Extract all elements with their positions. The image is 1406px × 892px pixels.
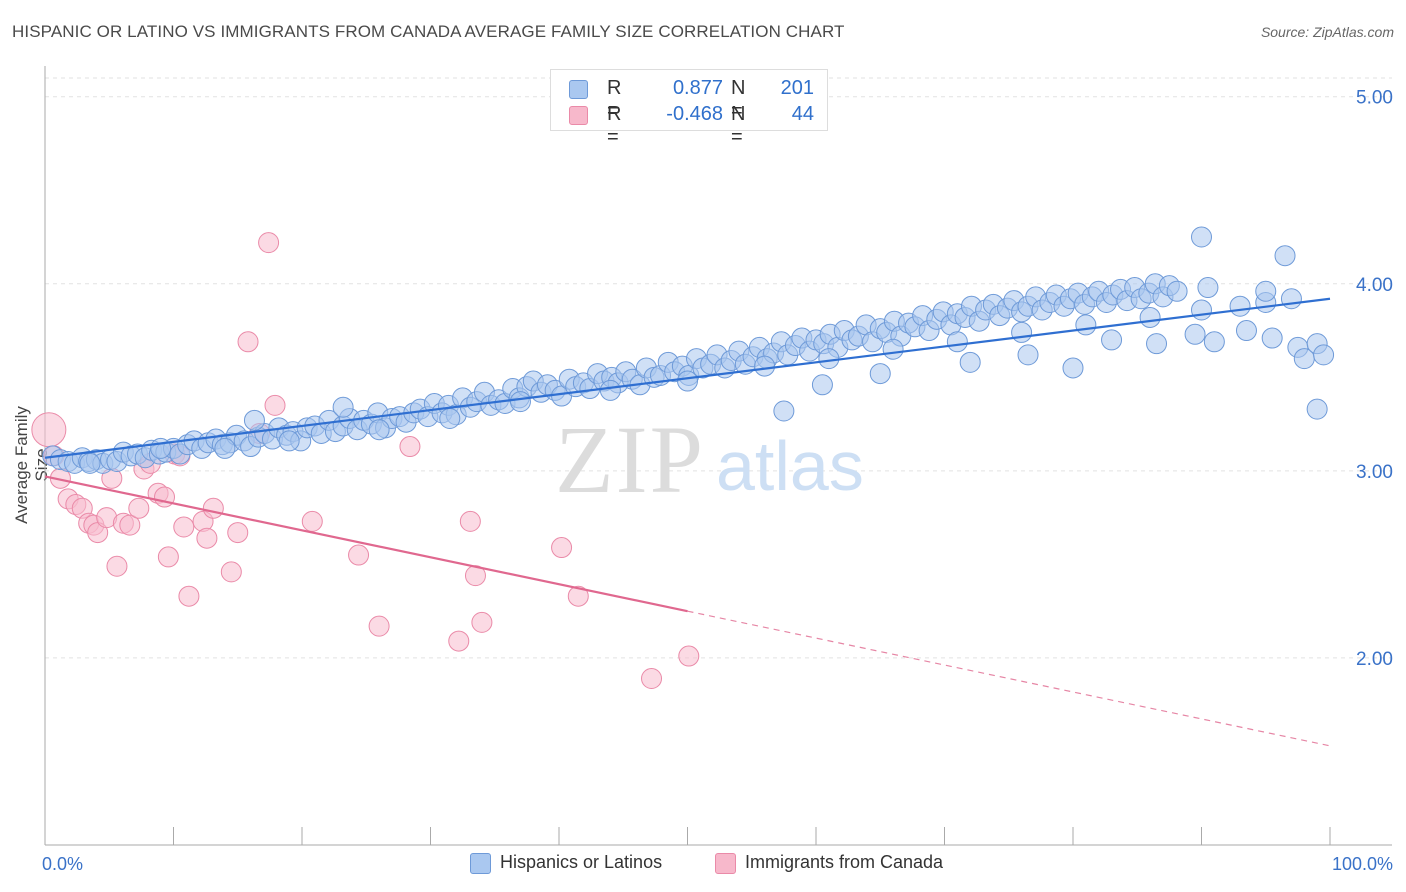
r-value: 0.877 bbox=[672, 77, 723, 99]
n-label: N = bbox=[731, 77, 746, 122]
data-point bbox=[264, 394, 286, 416]
data-point bbox=[882, 338, 904, 360]
data-point bbox=[599, 379, 621, 401]
x-tick-label: 100.0% bbox=[1332, 854, 1393, 874]
correlation-legend: R = 0.877 N = 201 R = -0.468 N = 44 bbox=[550, 69, 828, 148]
y-tick-label: 4.00 bbox=[1356, 275, 1393, 296]
data-point bbox=[196, 527, 218, 549]
data-point bbox=[332, 396, 354, 418]
data-point bbox=[348, 544, 370, 566]
data-point bbox=[641, 668, 663, 690]
data-point bbox=[567, 585, 589, 607]
legend-swatch-blue bbox=[569, 80, 588, 99]
r-value: -0.468 bbox=[666, 103, 723, 125]
data-point bbox=[818, 348, 840, 370]
data-point bbox=[1166, 280, 1188, 302]
data-point bbox=[301, 510, 323, 532]
data-point bbox=[754, 355, 776, 377]
trend-lines bbox=[44, 297, 1331, 747]
data-point bbox=[106, 555, 128, 577]
data-point bbox=[1062, 357, 1084, 379]
data-point bbox=[119, 514, 141, 536]
legend-label: Immigrants from Canada bbox=[745, 852, 944, 872]
data-point bbox=[509, 391, 531, 413]
n-value: 44 bbox=[791, 103, 814, 125]
n-value: 201 bbox=[780, 77, 814, 99]
data-point bbox=[1191, 226, 1212, 248]
data-point bbox=[959, 351, 981, 373]
data-point bbox=[1075, 314, 1097, 336]
data-point bbox=[869, 363, 891, 385]
legend-swatch-pink bbox=[715, 853, 736, 874]
r-label: R = bbox=[607, 103, 622, 148]
data-point bbox=[1191, 299, 1212, 321]
data-point bbox=[773, 400, 795, 422]
watermark: ZIP atlas bbox=[555, 406, 864, 513]
data-point bbox=[1274, 245, 1296, 267]
data-point bbox=[368, 419, 390, 441]
data-point bbox=[31, 412, 67, 448]
data-point bbox=[551, 537, 573, 559]
n-label: N = bbox=[731, 103, 746, 148]
trend-line-hispanics bbox=[44, 297, 1331, 459]
data-point bbox=[1235, 320, 1257, 342]
data-point bbox=[448, 630, 470, 652]
data-point bbox=[1280, 288, 1302, 310]
x-tick-label: 0.0% bbox=[42, 854, 83, 874]
data-point bbox=[237, 331, 259, 353]
data-point bbox=[1229, 295, 1251, 317]
data-point bbox=[678, 645, 700, 667]
legend-label: Hispanics or Latinos bbox=[500, 852, 663, 872]
y-tick-label: 5.00 bbox=[1356, 88, 1393, 109]
legend-swatch-pink bbox=[569, 106, 588, 125]
data-point bbox=[79, 452, 101, 474]
data-point bbox=[1261, 327, 1283, 349]
trend-line-canada bbox=[44, 475, 688, 613]
data-point bbox=[1306, 398, 1328, 420]
data-point bbox=[1255, 280, 1277, 302]
y-tick-label: 3.00 bbox=[1356, 462, 1393, 483]
data-point bbox=[202, 497, 224, 519]
data-point bbox=[1139, 306, 1161, 328]
chart-source: Source: ZipAtlas.com bbox=[1260, 24, 1394, 40]
data-point bbox=[214, 437, 236, 459]
tick-labels: 2.00 3.00 4.00 5.00 0.0% 100.0% bbox=[42, 88, 1393, 874]
data-point bbox=[399, 436, 421, 458]
data-point bbox=[811, 374, 833, 396]
data-point bbox=[1203, 331, 1225, 353]
watermark-atlas: atlas bbox=[716, 427, 864, 505]
data-point bbox=[243, 409, 265, 431]
data-point bbox=[946, 331, 968, 353]
data-point bbox=[220, 561, 242, 583]
data-point bbox=[157, 546, 179, 568]
y-tick-label: 2.00 bbox=[1356, 649, 1393, 670]
data-point bbox=[368, 615, 390, 637]
data-point bbox=[1146, 333, 1168, 355]
r-label: R = bbox=[607, 77, 622, 122]
data-point bbox=[278, 430, 300, 452]
watermark-zip: ZIP bbox=[555, 406, 705, 513]
chart-title: HISPANIC OR LATINO VS IMMIGRANTS FROM CA… bbox=[12, 22, 845, 41]
data-point bbox=[258, 232, 280, 254]
data-point bbox=[1011, 321, 1033, 343]
legend-swatch-blue bbox=[470, 853, 491, 874]
data-point bbox=[178, 585, 200, 607]
trend-line-canada-extension bbox=[687, 610, 1331, 747]
data-point bbox=[1197, 277, 1219, 299]
data-point bbox=[227, 522, 249, 544]
data-point bbox=[1313, 344, 1335, 366]
data-point bbox=[439, 407, 461, 429]
data-point bbox=[471, 611, 493, 633]
data-point bbox=[173, 516, 195, 538]
data-point bbox=[150, 437, 172, 459]
data-point bbox=[459, 510, 481, 532]
data-point bbox=[128, 497, 150, 519]
data-point bbox=[1101, 329, 1123, 351]
data-point bbox=[1017, 344, 1039, 366]
data-point bbox=[1184, 323, 1206, 345]
data-point bbox=[677, 370, 698, 392]
immigrants-from-canada-points bbox=[31, 232, 700, 690]
